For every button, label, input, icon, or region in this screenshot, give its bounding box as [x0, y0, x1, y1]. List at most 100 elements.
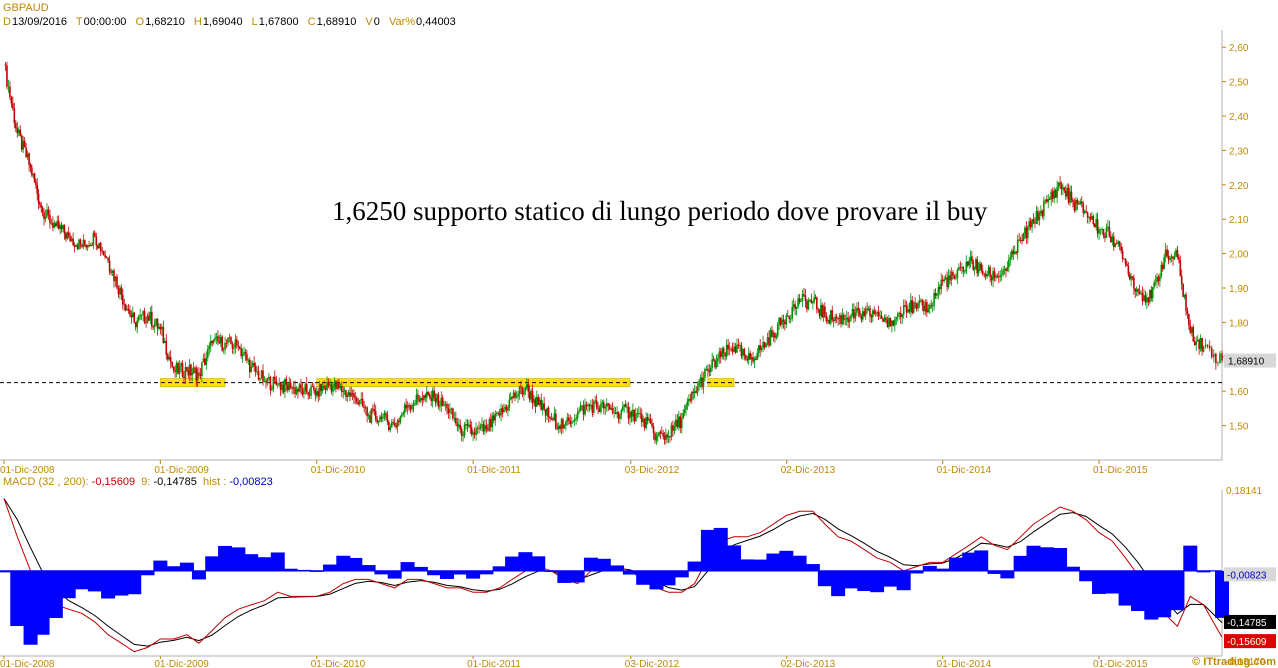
candle-body — [518, 386, 521, 395]
candle-body — [835, 316, 838, 319]
candle-body — [101, 251, 104, 252]
candle-body — [1121, 250, 1124, 259]
candle-body — [779, 317, 782, 325]
candle-body — [205, 357, 208, 365]
candle-body — [123, 304, 126, 306]
candle-body — [1043, 201, 1045, 217]
candle-body — [250, 367, 252, 373]
candle-body — [736, 344, 738, 353]
candle-body — [1190, 327, 1193, 333]
candle-body — [827, 319, 829, 322]
field-key: Var% — [388, 16, 416, 28]
candle-body — [537, 396, 540, 405]
macd-value-label: -0,14785 — [1227, 618, 1267, 629]
candle-body — [1199, 337, 1202, 349]
macd-value-label: -0,00823 — [1227, 570, 1267, 581]
candle-body — [427, 391, 430, 395]
candle-body — [1196, 339, 1199, 342]
candle-body — [95, 236, 98, 246]
candle-body — [1179, 259, 1182, 277]
candle-body — [333, 381, 336, 386]
candle-body — [648, 418, 650, 421]
candle-body — [976, 259, 979, 274]
candle-body — [433, 390, 435, 399]
candle-body — [1123, 258, 1125, 260]
candle-body — [752, 357, 754, 362]
hist-bar — [713, 527, 728, 571]
candle-body — [29, 164, 32, 168]
candle-body — [724, 353, 726, 357]
candle-body — [1015, 251, 1018, 253]
x-tick-label: 01-Dic-2009 — [154, 465, 209, 476]
candle-body — [530, 390, 532, 400]
candle-body — [153, 323, 156, 327]
macd-title: MACD — [3, 476, 36, 488]
candle-body — [689, 398, 692, 401]
candle-body — [343, 390, 346, 392]
candle-body — [1095, 219, 1097, 228]
candle-body — [452, 408, 454, 419]
candle-body — [1045, 199, 1048, 202]
candle-body — [1188, 313, 1190, 326]
candle-body — [6, 65, 8, 87]
candle-body — [784, 321, 786, 325]
candle-body — [617, 411, 620, 419]
candle-body — [1062, 187, 1064, 189]
candle-body — [253, 363, 255, 366]
candle-body — [196, 372, 199, 381]
candle-body — [268, 376, 270, 379]
candle-body — [409, 406, 412, 410]
candle-body — [825, 315, 828, 322]
candle-body — [60, 225, 63, 230]
candle-body — [444, 404, 447, 406]
candle-body — [1117, 241, 1120, 244]
candle-body — [1170, 256, 1173, 258]
candle-body — [1166, 249, 1168, 257]
candle-body — [140, 314, 143, 316]
candle-body — [646, 417, 649, 421]
candle-body — [92, 232, 95, 246]
candle-body — [597, 407, 599, 409]
candle-body — [240, 348, 243, 357]
last-price-label: 1,68910 — [1228, 357, 1265, 368]
candle-body — [1053, 190, 1055, 199]
hist-bar — [1105, 570, 1120, 594]
candle-body — [620, 410, 623, 415]
candle-body — [658, 432, 660, 436]
x-tick-label: 01-Dic-2014 — [937, 659, 992, 668]
candle-body — [105, 257, 108, 258]
candle-body — [308, 394, 311, 396]
hist-bar — [179, 562, 194, 571]
candle-body — [1147, 297, 1150, 303]
candle-body — [428, 394, 431, 398]
candle-body — [488, 418, 491, 431]
candle-body — [534, 399, 537, 407]
candle-body — [1163, 257, 1165, 270]
candle-body — [528, 391, 531, 400]
field-key: D — [3, 16, 11, 28]
candle-body — [225, 343, 228, 344]
candle-body — [174, 370, 176, 373]
candle-body — [158, 326, 160, 329]
candle-body — [524, 387, 527, 391]
hist-bar — [166, 566, 181, 571]
candle-body — [719, 351, 722, 357]
candle-body — [781, 319, 783, 325]
candle-body — [981, 270, 984, 274]
candle-body — [543, 403, 545, 410]
candle-body — [1204, 344, 1207, 347]
candle-body — [588, 404, 591, 407]
hist-bar — [518, 552, 533, 571]
candle-body — [705, 368, 708, 370]
candle-body — [236, 339, 238, 346]
candle-body — [798, 298, 801, 302]
hist-bar — [792, 555, 807, 571]
candle-body — [517, 394, 519, 397]
candle-body — [742, 349, 744, 357]
candle-body — [377, 420, 380, 423]
candle-body — [1038, 213, 1041, 221]
candle-body — [286, 384, 289, 391]
candle-body — [669, 435, 671, 438]
x-tick-label: 01-Dic-2014 — [937, 465, 992, 476]
